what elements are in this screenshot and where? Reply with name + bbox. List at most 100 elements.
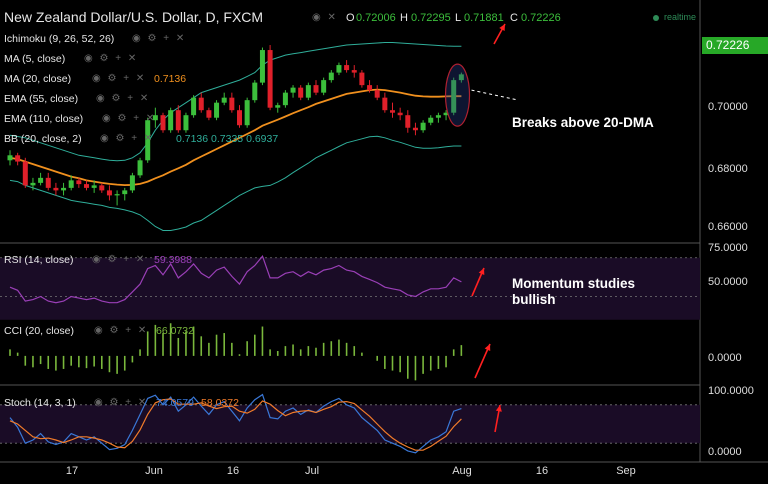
candle-body <box>298 87 304 98</box>
x-tick-label: 17 <box>65 465 79 477</box>
candle-body <box>168 110 174 131</box>
ichimoku-controls-icon[interactable]: ◉ ⚙ + ✕ <box>132 33 187 44</box>
annotation-arrows <box>471 23 506 433</box>
candle-body <box>458 74 464 81</box>
candle-body <box>214 102 220 118</box>
low-value: 0.71881 <box>464 12 504 24</box>
candle-body <box>84 184 89 188</box>
realtime-indicator: realtime <box>653 12 696 22</box>
legend-ichimoku[interactable]: Ichimoku (9, 26, 52, 26) <box>4 33 115 45</box>
open-label: O <box>346 12 355 24</box>
stoch-d-value: 58.0372 <box>201 397 239 409</box>
candle-body <box>252 82 258 101</box>
candle-body <box>237 110 242 126</box>
cci-value: 66.0732 <box>156 325 194 337</box>
candle-body <box>435 115 441 118</box>
legend-stoch[interactable]: Stoch (14, 3, 1) <box>4 397 76 409</box>
grid-lines <box>0 0 768 463</box>
candle-body <box>106 190 112 196</box>
ema110-controls-icon[interactable]: ◉ ⚙ + ✕ <box>102 113 157 124</box>
red-arrow-head <box>478 268 485 275</box>
price-tick-label: 0.70000 <box>708 101 748 113</box>
annotation-breaks-above: Breaks above 20-DMA <box>512 115 654 130</box>
red-arrow-head <box>495 405 502 412</box>
cci-controls-icon[interactable]: ◉ ⚙ + ✕ <box>94 325 149 336</box>
candle-body <box>267 50 273 108</box>
rsi-tick-label: 50.0000 <box>708 276 748 288</box>
bb-values: 0.7136 0.7335 0.6937 <box>176 133 279 145</box>
candle-body <box>76 180 82 185</box>
bb-controls-icon[interactable]: ◉ ⚙ + ✕ <box>100 133 155 144</box>
title-controls-icon[interactable]: ◉ ✕ <box>312 12 338 23</box>
candle-body <box>152 115 158 121</box>
candle-body <box>198 97 204 111</box>
stoch-controls-icon[interactable]: ◉ ⚙ + ✕ <box>94 397 149 408</box>
stoch-pane <box>0 393 700 454</box>
candle-body <box>145 120 151 161</box>
candle-body <box>61 187 67 191</box>
x-tick-label: Sep <box>616 465 636 477</box>
red-arrow-head <box>499 24 505 31</box>
rsi-value: 59.3988 <box>154 254 192 266</box>
candle-body <box>321 80 327 93</box>
chart-title: New Zealand Dollar/U.S. Dollar, D, FXCM <box>4 9 264 25</box>
last-price-tag: 0.72226 <box>702 37 768 54</box>
x-tick-label: 16 <box>226 465 240 477</box>
stoch-d-line <box>9 398 462 451</box>
price-tick-label: 0.68000 <box>708 163 748 175</box>
rsi-pane <box>0 254 700 320</box>
close-value: 0.72226 <box>521 12 561 24</box>
candle-body <box>137 160 143 176</box>
candle-body <box>367 85 373 91</box>
candle-body <box>259 50 265 83</box>
candle-body <box>22 161 28 186</box>
candle-body <box>99 185 105 191</box>
candle-body <box>374 90 380 98</box>
candle-body <box>206 110 212 118</box>
ma20-line <box>9 88 462 187</box>
legend-bb[interactable]: BB (20, close, 2) <box>4 133 82 145</box>
candle-body <box>244 100 250 126</box>
candle-body <box>175 110 181 131</box>
legend-ema110[interactable]: EMA (110, close) <box>4 113 84 125</box>
candle-body <box>114 194 120 196</box>
candle-body <box>91 185 97 188</box>
ma5-controls-icon[interactable]: ◉ ⚙ + ✕ <box>84 53 139 64</box>
ema55-controls-icon[interactable]: ◉ ⚙ + ✕ <box>96 93 151 104</box>
candle-body <box>53 187 59 191</box>
ma20-controls-icon[interactable]: ◉ ⚙ + ✕ <box>92 73 147 84</box>
legend-ma5[interactable]: MA (5, close) <box>4 53 66 65</box>
candle-body <box>30 182 36 186</box>
stoch-tick-label: 100.0000 <box>708 385 754 397</box>
candle-body <box>38 177 44 183</box>
legend-cci[interactable]: CCI (20, close) <box>4 325 75 337</box>
legend-ema55[interactable]: EMA (55, close) <box>4 93 79 105</box>
candle-body <box>229 97 235 111</box>
candle-body <box>451 80 457 113</box>
candle-body <box>313 85 319 93</box>
price-tick-label: 0.66000 <box>708 221 748 233</box>
legend-rsi[interactable]: RSI (14, close) <box>4 254 74 266</box>
candle-body <box>351 70 357 73</box>
candle-body <box>412 127 418 131</box>
legend-ma20[interactable]: MA (20, close) <box>4 73 72 85</box>
candle-body <box>359 72 365 86</box>
candle-body <box>15 155 21 162</box>
candle-body <box>390 110 395 113</box>
candle-body <box>282 92 288 106</box>
candle-body <box>382 97 388 111</box>
candle-body <box>68 180 74 188</box>
rsi-band <box>0 257 700 320</box>
rsi-controls-icon[interactable]: ◉ ⚙ + ✕ <box>92 254 147 265</box>
stoch-k-line <box>9 393 462 454</box>
candle-body <box>443 112 449 116</box>
candle-body <box>160 115 166 131</box>
price-pane <box>7 42 519 231</box>
candle-body <box>305 85 311 98</box>
candle-body <box>275 105 281 108</box>
rsi-tick-label: 75.0000 <box>708 242 748 254</box>
stoch-band <box>0 404 700 444</box>
breakout-highlight <box>444 63 471 127</box>
x-tick-label: 16 <box>535 465 549 477</box>
